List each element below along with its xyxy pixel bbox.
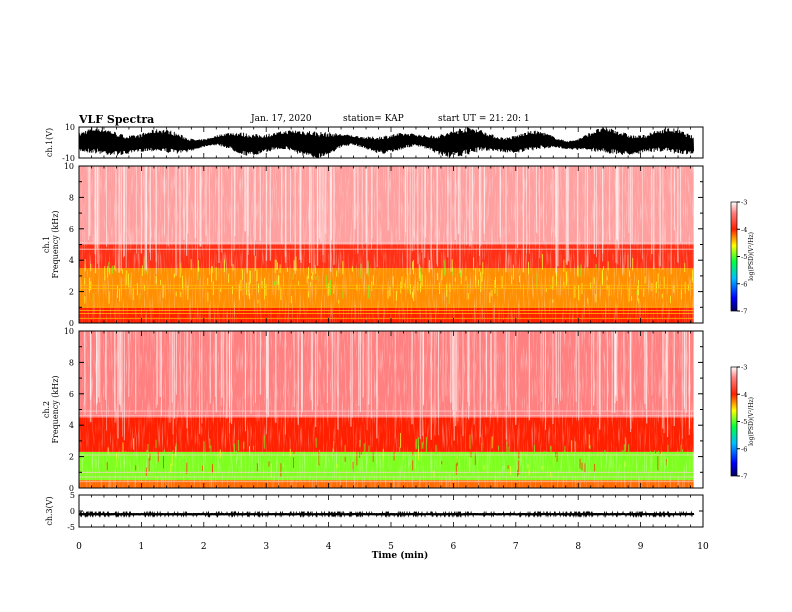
y-tick-label: 8 <box>69 358 74 367</box>
x-tick-label: 10 <box>697 542 709 552</box>
y-axis-label-channel: ch.1 <box>42 236 51 253</box>
colorbar-tick-label: -7 <box>741 308 747 316</box>
y-tick-label: -5 <box>67 523 75 532</box>
y-axis-label-frequency: Frequency (kHz) <box>51 375 60 443</box>
y-tick-label: 6 <box>69 390 74 399</box>
x-tick-label: 2 <box>201 542 207 552</box>
y-axis-label-channel: ch.2 <box>42 401 51 418</box>
chart-title: VLF Spectra <box>79 113 155 126</box>
y-tick-label: 10 <box>64 327 74 336</box>
colorbar: -3 -4 -5 -6 -7 log(PSD)(V²/Hz) <box>730 199 755 316</box>
colorbar-tick-label: -5 <box>741 253 747 261</box>
date-label: Jan. 17, 2020 <box>251 114 312 124</box>
spectrogram-panel-ch2: 0 2 4 6 8 10 ch.2 Frequency (kHz) -3 -4 -5 -6 -7 log(… <box>42 327 755 493</box>
x-axis-label: Time (min) <box>372 550 429 561</box>
timeseries-panel-ch1: 10 -10 ch.1(V) <box>45 123 704 163</box>
y-axis-label: ch.3(V) <box>45 496 54 525</box>
timeseries-panel-ch3: 5 0 -5 ch.3(V) <box>45 491 704 532</box>
y-tick-label: 4 <box>69 421 74 430</box>
time-axis: 0 1 2 3 4 5 6 7 8 9 10 Time (min) <box>76 127 709 561</box>
colorbar-tick-label: -4 <box>741 391 747 399</box>
x-tick-label: 6 <box>451 542 457 552</box>
colorbar-tick-label: -3 <box>741 364 747 372</box>
x-tick-label: 9 <box>638 542 644 552</box>
colorbar-tick-label: -3 <box>741 199 747 207</box>
spectrogram-panel-ch1: 0 2 4 6 8 10 ch.1 Frequency (kHz) -3 -4 -5 -6 -7 log(… <box>42 162 755 328</box>
colorbar-tick-label: -6 <box>741 445 747 453</box>
x-tick-label: 5 <box>388 542 394 552</box>
waveform-line <box>78 510 695 518</box>
colorbar-tick-label: -5 <box>741 418 747 426</box>
x-tick-label: 1 <box>139 542 145 552</box>
y-tick-label: 6 <box>69 225 74 234</box>
x-tick-label: 0 <box>76 542 82 552</box>
colorbar: -3 -4 -5 -6 -7 log(PSD)(V²/Hz) <box>730 364 755 481</box>
start-time-label: start UT = 21: 20: 1 <box>438 114 530 124</box>
spectrogram-texture <box>79 166 694 323</box>
x-tick-label: 4 <box>326 542 332 552</box>
y-tick-label: 2 <box>69 288 74 297</box>
y-tick-label: 10 <box>64 162 74 171</box>
y-tick-label: 10 <box>65 123 75 132</box>
station-label: station= KAP <box>343 114 404 124</box>
colorbar-tick-label: -4 <box>741 226 747 234</box>
y-tick-label: 0 <box>69 319 74 328</box>
y-tick-label: 0 <box>70 507 75 516</box>
colorbar-tick-label: -7 <box>741 473 747 481</box>
y-axis-label-frequency: Frequency (kHz) <box>51 210 60 278</box>
y-tick-label: 4 <box>69 256 74 265</box>
x-tick-label: 3 <box>263 542 269 552</box>
colorbar-tick-label: -6 <box>741 280 747 288</box>
y-tick-label: -10 <box>62 154 75 163</box>
colorbar-gradient <box>730 366 738 477</box>
colorbar-label: log(PSD)(V²/Hz) <box>748 397 755 446</box>
y-tick-label: 5 <box>70 491 75 500</box>
y-tick-label: 0 <box>69 484 74 493</box>
y-tick-label: 8 <box>69 193 74 202</box>
x-tick-label: 8 <box>575 542 581 552</box>
colorbar-gradient <box>730 201 738 312</box>
y-tick-label: 2 <box>69 453 74 462</box>
colorbar-label: log(PSD)(V²/Hz) <box>748 232 755 281</box>
waveform-line <box>78 126 695 159</box>
x-tick-label: 7 <box>513 542 519 552</box>
y-axis-label: ch.1(V) <box>45 128 54 157</box>
